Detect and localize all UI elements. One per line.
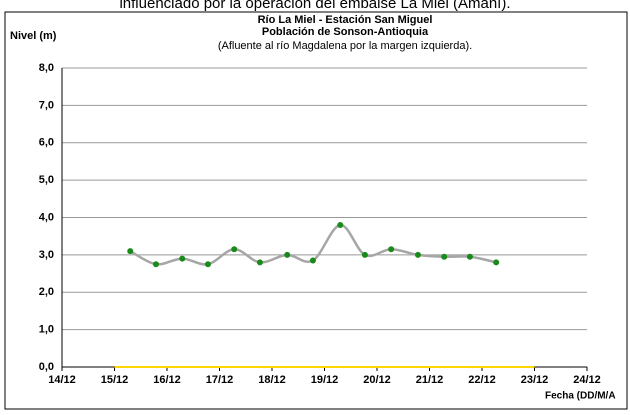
data-point [414, 251, 421, 258]
data-point [284, 251, 291, 258]
data-point [337, 221, 344, 228]
data-point [466, 253, 473, 260]
data-point [361, 251, 368, 258]
data-point [493, 259, 500, 266]
x-tick-label: 24/12 [573, 374, 601, 386]
x-tick-label: 19/12 [311, 374, 339, 386]
y-tick-label: 8,0 [39, 62, 54, 74]
x-tick-label: 23/12 [521, 374, 549, 386]
y-tick-label: 4,0 [39, 211, 54, 223]
x-tick-label: 15/12 [101, 374, 129, 386]
y-axis-label: Nivel (m) [10, 30, 57, 42]
chart-title: Río La Miel - Estación San Miguel [258, 14, 433, 26]
data-point [388, 246, 395, 253]
chart-frame [4, 11, 628, 410]
x-tick-label: 20/12 [363, 374, 391, 386]
data-point [127, 248, 134, 255]
caption: influenciado por la operación del embals… [119, 0, 510, 12]
data-point [204, 261, 211, 268]
data-point [231, 246, 238, 253]
chart-note: (Afluente al río Magdalena por la margen… [218, 40, 472, 52]
x-tick-label: 22/12 [468, 374, 496, 386]
x-tick-label: 18/12 [258, 374, 286, 386]
y-tick-label: 3,0 [39, 249, 54, 261]
y-tick-label: 5,0 [39, 174, 54, 186]
y-tick-label: 0,0 [39, 361, 54, 373]
y-tick-label: 6,0 [39, 137, 54, 149]
data-point [179, 255, 186, 262]
y-tick-label: 1,0 [39, 324, 54, 336]
data-point [309, 257, 316, 264]
y-tick-label: 7,0 [39, 99, 54, 111]
y-tick-label: 2,0 [39, 286, 54, 298]
x-axis-label: Fecha (DD/M/A [545, 391, 616, 402]
data-point [441, 253, 448, 260]
x-tick-label: 21/12 [416, 374, 444, 386]
data-point [256, 259, 263, 266]
data-point [152, 261, 159, 268]
x-tick-label: 14/12 [48, 374, 76, 386]
x-tick-label: 17/12 [206, 374, 234, 386]
chart-subtitle: Población de Sonson-Antioquia [262, 26, 429, 38]
x-tick-label: 16/12 [153, 374, 181, 386]
